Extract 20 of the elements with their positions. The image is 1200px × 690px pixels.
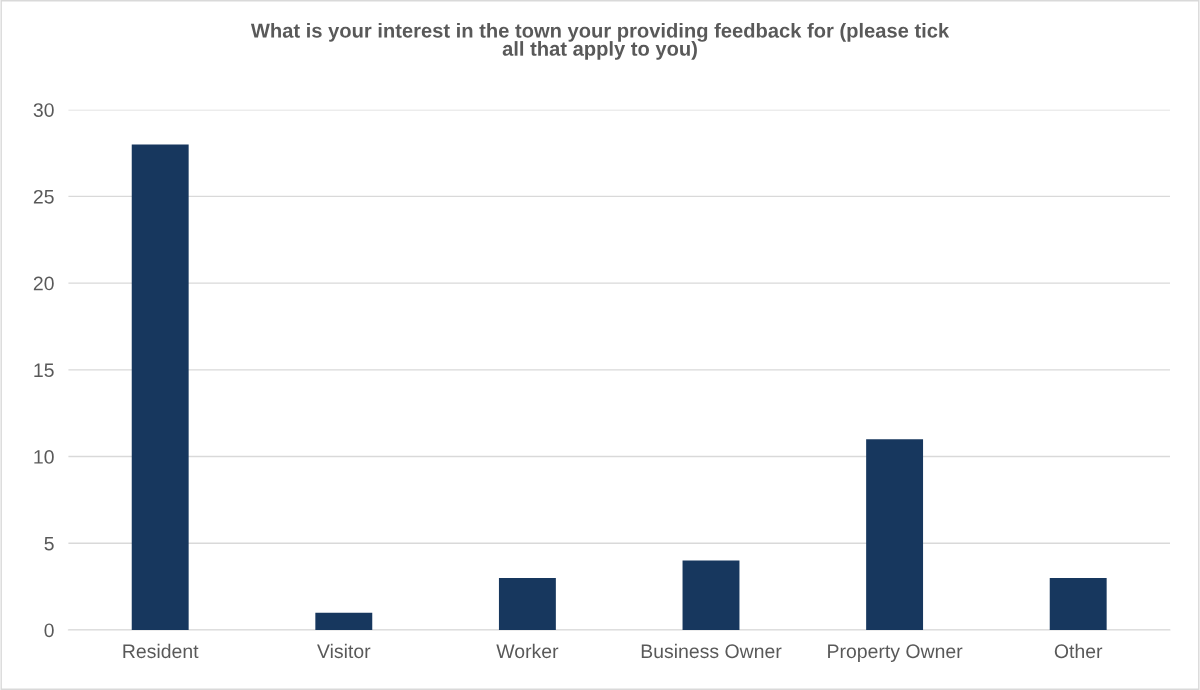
y-tick-label: 15 [34, 363, 54, 378]
bar [682, 560, 740, 630]
y-tick-label: 10 [34, 450, 54, 464]
x-tick-label: Resident [123, 643, 199, 659]
x-tick-label: Visitor [317, 643, 371, 659]
bar [1049, 577, 1107, 630]
x-tick-label: Other [1054, 643, 1103, 659]
y-tick-label: 20 [33, 276, 54, 291]
x-tick-label: Property Owner [828, 644, 963, 662]
bar [498, 577, 556, 630]
y-tick-label: 0 [44, 623, 54, 638]
bar [866, 439, 924, 630]
bar [131, 144, 189, 630]
y-tick-label: 30 [33, 103, 54, 117]
x-tick-label: Worker [496, 643, 559, 659]
bar [315, 612, 373, 630]
chart-title: What is your interest in the town your providing feedback for (please tick all that apply to you) [250, 22, 950, 60]
x-tick-label: Business Owner [641, 643, 782, 659]
y-tick-label: 25 [33, 189, 54, 204]
y-tick-label: 5 [44, 536, 54, 551]
